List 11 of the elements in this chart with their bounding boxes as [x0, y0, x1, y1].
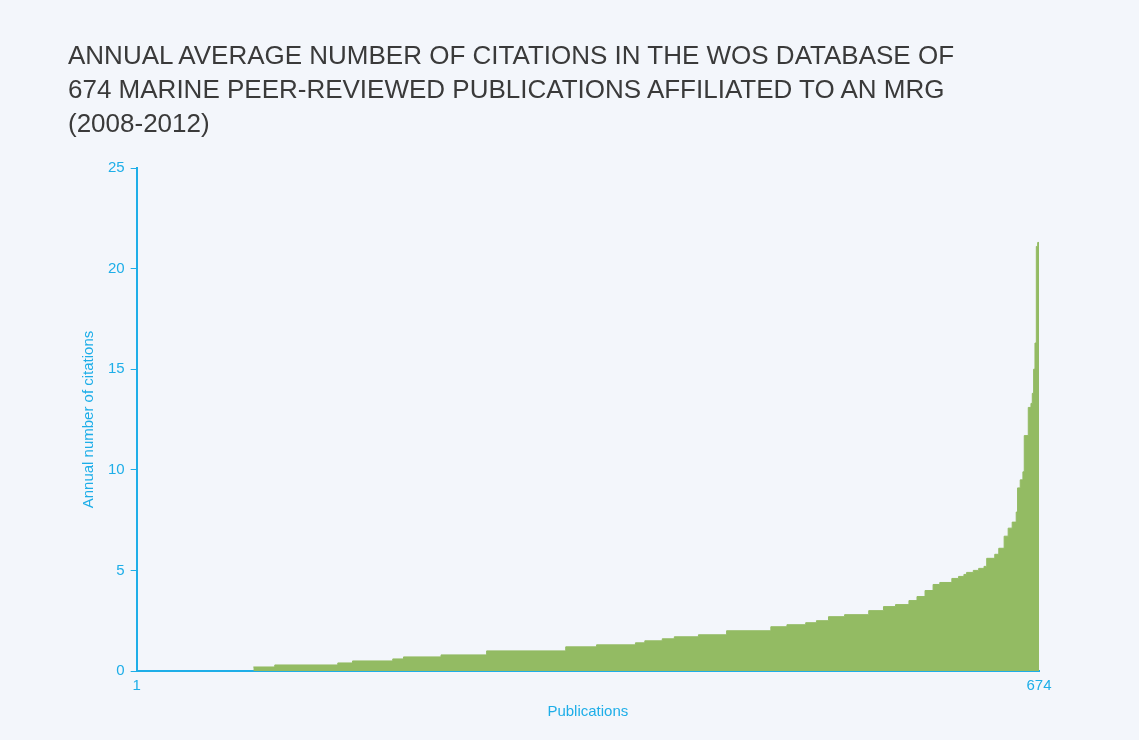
y-tick-label: 20	[108, 258, 125, 276]
y-tick-label: 15	[108, 359, 125, 377]
y-tick-label: 0	[116, 661, 125, 679]
y-axis-title: Annual number of citations	[79, 330, 97, 509]
x-axis-title: Publications	[547, 702, 629, 720]
y-tick-label: 25	[108, 158, 125, 176]
y-tick-label: 5	[116, 560, 125, 578]
x-tick-label: 674	[1026, 676, 1052, 694]
chart-title: ANNUAL AVERAGE NUMBER OF CITATIONS IN THE WOS DATABASE OF 674 MARINE PEER-REVIEWED PUBLICATIONS AFFILIATED TO AN MRG (2008-2012)	[68, 39, 956, 140]
x-tick-label: 1	[132, 676, 141, 694]
y-tick-label: 10	[108, 459, 125, 477]
